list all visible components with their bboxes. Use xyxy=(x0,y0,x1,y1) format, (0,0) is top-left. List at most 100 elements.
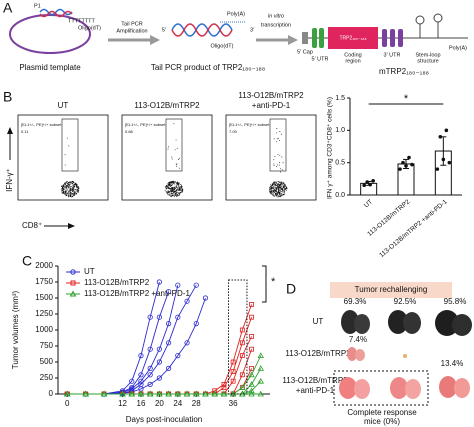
marker xyxy=(146,390,154,397)
step-label: Tail PCR xyxy=(121,21,142,27)
event-dot xyxy=(280,195,282,197)
event-dot xyxy=(175,191,177,193)
event-dot xyxy=(72,181,74,183)
event-dot xyxy=(175,163,177,165)
event-dot xyxy=(69,188,71,190)
event-dot xyxy=(278,195,280,197)
event-dot xyxy=(284,191,286,193)
event-dot xyxy=(284,193,286,195)
percent: 95.8% xyxy=(444,297,467,306)
event-dot xyxy=(167,148,169,150)
event-dot xyxy=(178,189,180,191)
event-dot xyxy=(174,192,176,194)
event-dot xyxy=(277,196,279,198)
event-dot xyxy=(271,183,273,185)
highlight-box xyxy=(228,279,248,395)
event-dot xyxy=(174,180,176,182)
percent: 7.4% xyxy=(349,335,367,344)
insert-label: TRP2₁₈₀₋₁₈₈ xyxy=(339,35,366,41)
event-dot xyxy=(71,193,73,195)
event-dot xyxy=(171,183,173,185)
arrow-head xyxy=(7,127,13,134)
event-dot xyxy=(275,184,277,186)
event-dot xyxy=(274,191,276,193)
event-dot xyxy=(173,192,175,194)
event-dot xyxy=(274,191,276,193)
event-dot xyxy=(176,182,178,184)
event-dot xyxy=(274,156,276,157)
legend-marker xyxy=(70,280,76,286)
x-tick-label: 20 xyxy=(155,399,164,408)
event-dot xyxy=(69,181,71,183)
event-dot xyxy=(180,184,182,186)
event-dot xyxy=(274,187,276,189)
event-dot xyxy=(277,190,279,192)
marker xyxy=(138,352,144,359)
event-dot xyxy=(281,189,283,191)
event-dot xyxy=(272,192,274,194)
event-dot xyxy=(271,187,273,189)
row-label: +anti-PD-1 xyxy=(296,386,335,395)
flow-frame xyxy=(121,114,213,201)
event-dot xyxy=(273,138,275,140)
y-axis-label: Tumor volumes (mm³) xyxy=(11,290,20,369)
marker xyxy=(239,372,245,378)
event-dot xyxy=(166,184,168,186)
event-dot xyxy=(63,191,65,193)
event-dot xyxy=(276,194,278,196)
event-dot xyxy=(168,182,170,184)
event-dot xyxy=(76,189,78,191)
event-dot xyxy=(279,162,281,164)
event-dot xyxy=(279,188,281,190)
marker xyxy=(175,314,181,320)
y-tick-label: 1500 xyxy=(35,293,53,302)
event-dot xyxy=(278,186,280,188)
event-dot xyxy=(67,182,69,184)
event-dot xyxy=(173,194,175,196)
event-dot xyxy=(63,192,65,194)
marker xyxy=(137,390,145,397)
event-dot xyxy=(166,185,168,187)
event-dot xyxy=(174,183,176,185)
event-dot xyxy=(273,164,275,166)
event-dot xyxy=(174,187,176,189)
event-dot xyxy=(68,181,70,183)
event-dot xyxy=(64,164,66,166)
event-dot xyxy=(64,182,66,184)
legend-marker xyxy=(70,269,76,275)
data-point xyxy=(444,128,449,133)
event-dot xyxy=(281,156,283,158)
gate-label: [EL1+/-, PE]+/+ subset xyxy=(229,122,270,127)
event-dot xyxy=(174,190,176,192)
event-dot xyxy=(272,183,274,185)
event-dot xyxy=(272,187,274,189)
step-label: Amplification xyxy=(116,28,147,34)
event-dot xyxy=(168,188,170,190)
event-dot xyxy=(167,190,169,192)
gate-value: 0.68 xyxy=(125,129,134,134)
event-dot xyxy=(64,154,66,156)
event-dot xyxy=(77,192,79,194)
event-dot xyxy=(173,186,175,188)
event-dot xyxy=(66,188,68,190)
event-dot xyxy=(174,194,176,196)
event-dot xyxy=(75,184,77,186)
event-dot xyxy=(179,188,181,190)
series-line xyxy=(67,368,262,395)
marker xyxy=(249,301,254,307)
y-axis-label: IFN γ⁺ among CD3⁺CD8⁺ cells (%) xyxy=(327,97,334,199)
x-tick-label: 0 xyxy=(65,399,70,408)
event-dot xyxy=(280,184,282,186)
event-dot xyxy=(166,185,168,187)
helix xyxy=(171,23,233,37)
event-dot xyxy=(277,189,279,191)
marker xyxy=(156,314,162,320)
event-dot xyxy=(66,185,68,187)
event-dot xyxy=(65,185,67,187)
event-dot xyxy=(271,190,273,192)
event-dot xyxy=(279,191,281,193)
event-dot xyxy=(69,183,71,185)
event-dot xyxy=(274,193,276,195)
event-dot xyxy=(167,183,169,185)
event-dot xyxy=(173,183,175,185)
